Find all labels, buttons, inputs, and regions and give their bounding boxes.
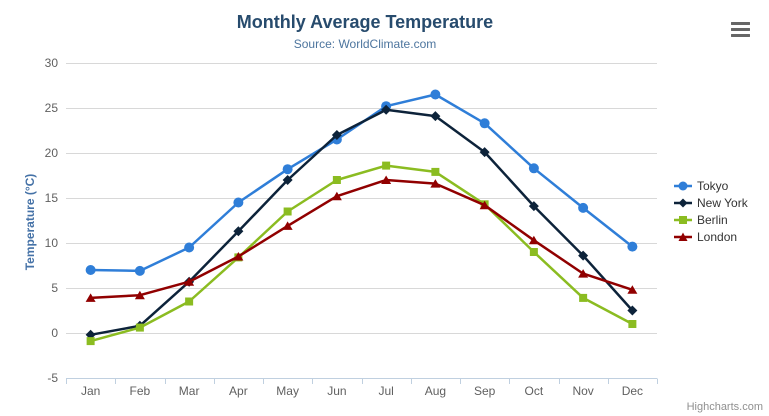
hamburger-menu-icon: [731, 33, 750, 37]
hamburger-menu-icon: [731, 21, 750, 25]
chart-title: Monthly Average Temperature: [236, 12, 494, 32]
y-tick-label: 20: [45, 146, 59, 160]
series-london-marker[interactable]: [233, 252, 244, 261]
series-tokyo-line: [89, 93, 634, 273]
y-axis-title: Temperature (°C): [23, 173, 37, 271]
series-london-marker[interactable]: [479, 200, 490, 210]
x-tick-label: Jul: [378, 384, 393, 398]
series-berlin-marker[interactable]: [628, 320, 637, 328]
series-tokyo-marker[interactable]: [85, 265, 96, 275]
legend-item-tokyo[interactable]: Tokyo: [674, 177, 748, 194]
legend-symbol-square-icon: [674, 215, 692, 224]
legend-symbol-triangle-icon: [674, 232, 692, 241]
x-tick-label: Dec: [622, 384, 643, 398]
hamburger-menu-icon: [731, 27, 750, 31]
series-tokyo-marker[interactable]: [184, 242, 195, 253]
legend-symbol-circle-icon: [674, 181, 692, 190]
context-menu-button[interactable]: [731, 19, 753, 39]
series-tokyo-marker[interactable]: [282, 164, 293, 175]
series-tokyo-marker[interactable]: [479, 118, 490, 129]
x-tick-label: Jun: [327, 384, 346, 398]
triangle-icon: [678, 232, 688, 241]
series-berlin-marker[interactable]: [185, 297, 194, 306]
series-new-york-marker[interactable]: [381, 104, 392, 115]
series-london-marker[interactable]: [282, 221, 293, 230]
legend-item-berlin[interactable]: Berlin: [674, 211, 748, 228]
y-tick-label: 30: [45, 56, 59, 70]
legend-item-label: London: [697, 229, 738, 244]
series-new-york-marker[interactable]: [430, 111, 441, 122]
series-new-york-marker[interactable]: [528, 201, 539, 212]
x-tick-label: Oct: [525, 384, 544, 398]
chart-subtitle: Source: WorldClimate.com: [293, 37, 437, 51]
series-tokyo-marker[interactable]: [528, 163, 539, 174]
series-berlin-marker[interactable]: [529, 248, 538, 256]
legend-symbol-diamond-icon: [674, 198, 692, 207]
y-tick-label: -5: [47, 371, 58, 385]
diamond-icon: [678, 198, 688, 207]
series-london-marker[interactable]: [331, 191, 342, 201]
series-london-marker[interactable]: [528, 235, 539, 245]
legend-item-label: New York: [697, 195, 748, 210]
x-tick-label: Nov: [572, 384, 593, 398]
series-berlin-marker[interactable]: [431, 167, 440, 176]
series-tokyo-marker[interactable]: [627, 241, 638, 252]
legend-item-new-york[interactable]: New York: [674, 194, 748, 211]
series-berlin-marker[interactable]: [283, 207, 292, 216]
series-tokyo-marker[interactable]: [233, 197, 244, 208]
x-tick-label: May: [276, 384, 299, 398]
credits-link[interactable]: Highcharts.com: [686, 401, 763, 413]
series-tokyo-marker[interactable]: [430, 89, 441, 100]
series-london-marker[interactable]: [85, 293, 96, 302]
series-new-york-marker[interactable]: [282, 175, 293, 185]
series-berlin-marker[interactable]: [382, 161, 391, 170]
series-london-marker[interactable]: [381, 175, 392, 185]
x-tick-label: Apr: [229, 384, 248, 398]
series-london-marker[interactable]: [578, 269, 589, 278]
x-tick-label: Aug: [425, 384, 446, 398]
x-tick-label: Mar: [179, 384, 200, 398]
series-london-line: [89, 178, 634, 300]
series-new-york-marker[interactable]: [578, 250, 589, 261]
series-london-marker[interactable]: [184, 277, 195, 286]
series-london-marker[interactable]: [430, 179, 441, 188]
series-london-marker[interactable]: [134, 290, 145, 300]
series-london-marker[interactable]: [627, 285, 638, 294]
series-tokyo-marker[interactable]: [134, 265, 145, 276]
series-berlin-marker[interactable]: [135, 323, 144, 332]
y-tick-label: 15: [45, 191, 59, 205]
square-icon: [679, 215, 687, 224]
circle-icon: [678, 181, 688, 190]
legend-item-label: Berlin: [697, 212, 728, 227]
series-berlin-marker[interactable]: [332, 176, 341, 184]
legend: Tokyo New York Berlin London: [674, 177, 748, 245]
y-tick-label: 5: [51, 281, 58, 295]
series-new-york-marker[interactable]: [331, 130, 342, 140]
x-tick-label: Sep: [474, 384, 496, 398]
legend-item-label: Tokyo: [697, 178, 729, 193]
series-new-york-marker[interactable]: [627, 305, 638, 316]
series-tokyo-marker[interactable]: [578, 202, 589, 213]
x-tick-label: Jan: [81, 384, 100, 398]
y-tick-label: 10: [45, 236, 59, 250]
series-new-york-marker[interactable]: [479, 147, 490, 158]
series-berlin-marker[interactable]: [86, 337, 95, 346]
x-tick-label: Feb: [130, 384, 151, 398]
series-new-york-line: [89, 108, 634, 337]
y-tick-label: 0: [51, 326, 58, 340]
series-berlin-marker[interactable]: [579, 293, 588, 302]
series-berlin-line: [89, 164, 634, 343]
series-new-york-marker[interactable]: [233, 226, 244, 237]
y-tick-label: 25: [45, 101, 59, 115]
legend-item-london[interactable]: London: [674, 228, 748, 245]
